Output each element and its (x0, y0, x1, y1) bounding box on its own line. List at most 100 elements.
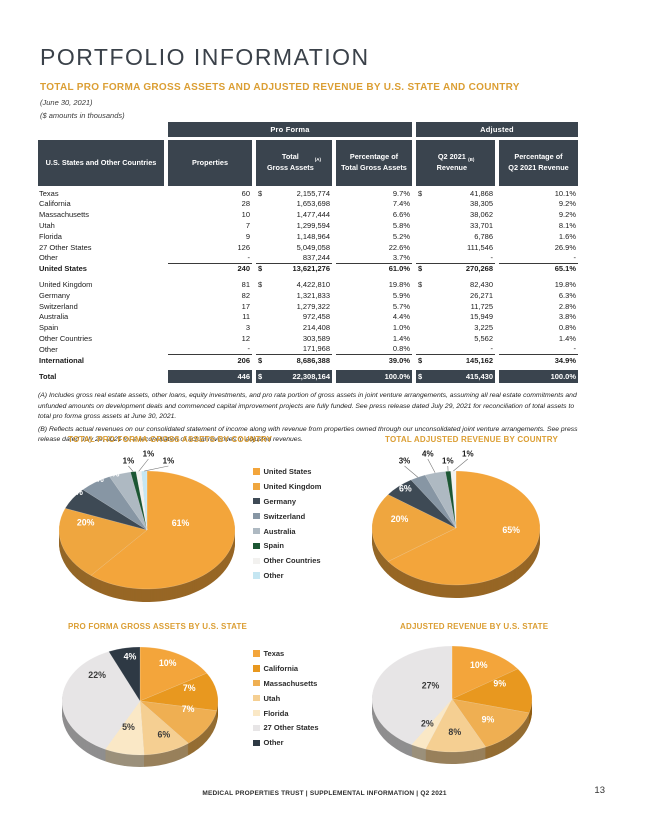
gross-assets-pct: 1.0% (392, 323, 410, 333)
pie-slice-florida (104, 700, 145, 756)
row-label: Other Countries (39, 334, 92, 343)
pie-label-leader-line (453, 458, 468, 472)
chart-title-gross-assets-by-state: PRO FORMA GROSS ASSETS BY U.S. STATE (68, 622, 248, 631)
revenue-pct: 10.1% (554, 188, 576, 198)
gross-assets-pct: 39.0% (388, 355, 410, 365)
pie-slice-utah (425, 698, 487, 753)
pie-label-florida: 5% (122, 722, 135, 732)
legend-label: United States (263, 466, 312, 476)
properties-value: 82 (241, 290, 250, 300)
revenue-value: - (416, 253, 495, 264)
pie-label-27-other-states: 27% (422, 680, 440, 690)
pie-label-utah: 6% (157, 729, 170, 739)
column-header-q2-2021-revenue: Q2 2021 Revenue (B) (416, 140, 495, 186)
legend-label: Texas (263, 648, 285, 658)
legend-label: Utah (263, 693, 281, 703)
gross-assets-value: $4,422,810 (258, 280, 330, 290)
pie-slice-united-kingdom (371, 494, 457, 562)
group-header-adjusted: Adjusted (416, 122, 578, 137)
properties-value: 126 (237, 242, 250, 252)
revenue-value: 3,225 (474, 323, 493, 333)
row-label: Switzerland (39, 301, 78, 311)
table-row-united-kingdom: United Kingdom 81 $4,422,810 19.8% $82,430 19… (38, 279, 578, 290)
legend-label: 27 Other States (263, 723, 319, 733)
row-label: Australia (39, 312, 69, 322)
revenue-pct: - (499, 253, 578, 264)
pie-chart-adjusted-revenue-by-state: 10% 9% 9% 8% 2% 27% (371, 645, 533, 764)
properties-value: 10 (241, 210, 250, 220)
pie-slice-27-other-states (61, 651, 141, 750)
gross-assets-pct: 7.4% (392, 199, 410, 209)
gross-assets-pct: 5.9% (392, 290, 410, 300)
properties-value: 9 (245, 231, 250, 241)
pie-label-germany: 6% (70, 487, 83, 497)
gross-assets-value: 1,477,444 (296, 210, 330, 220)
pie-label-utah: 8% (448, 727, 461, 737)
gross-assets-pct: 3.7% (336, 253, 412, 264)
pie-label-australia: 4% (422, 450, 434, 459)
page-title: PORTFOLIO INFORMATION (40, 44, 370, 70)
table-row-27-other-states: 27 Other States 126 5,049,058 22.6% 111,546 2… (38, 242, 578, 253)
pie-label-spain: 1% (442, 457, 454, 466)
gross-assets-value: 972,458 (302, 312, 330, 322)
revenue-value: - (416, 344, 495, 355)
revenue-value: 6,786 (474, 231, 493, 241)
legend-item-other-countries: Other Countries (253, 553, 321, 568)
pie-slice-spain (130, 471, 148, 531)
revenue-value: 5,562 (474, 334, 493, 343)
chart-title-gross-assets-by-country: TOTAL PRO FORMA GROSS ASSETS BY COUNTRY (68, 435, 273, 444)
pie-slice-massachusetts (451, 698, 530, 748)
revenue-pct: 1.6% (558, 231, 576, 241)
legend-label: United Kingdom (263, 481, 322, 491)
revenue-value: $270,268 (418, 264, 493, 274)
properties-value: - (168, 344, 252, 355)
gross-assets-value: 837,244 (256, 253, 332, 264)
pie-label-other-countries: 1% (143, 450, 155, 459)
gross-assets-pct: 5.8% (392, 221, 410, 231)
legend-swatch-icon (253, 694, 260, 702)
revenue-value: $41,868 (418, 188, 493, 198)
pie-label-switzerland: 6% (91, 474, 104, 484)
pie-label-australia: 4% (107, 469, 120, 479)
gross-assets-value: 214,408 (302, 323, 330, 333)
page-number: 13 (594, 785, 605, 796)
pie-label-united-states: 65% (502, 525, 520, 535)
date-note: (June 30, 2021) (40, 98, 93, 107)
pie-slice-texas (139, 646, 208, 702)
properties-value: - (168, 253, 252, 264)
revenue-value: 38,062 (470, 210, 493, 220)
legend-swatch-icon (253, 468, 260, 475)
gross-assets-pct: 5.7% (392, 301, 410, 311)
legend-swatch-icon (253, 527, 260, 535)
pie-label-texas: 10% (470, 660, 488, 670)
gross-assets-pct: 100.0% (336, 369, 412, 383)
revenue-value: 15,949 (470, 312, 493, 322)
legend-item-australia: Australia (253, 524, 321, 539)
pie-label-california: 9% (493, 679, 506, 689)
gross-assets-value: $22,308,164 (256, 369, 332, 383)
chart-title-adjusted-revenue-by-state: ADJUSTED REVENUE BY U.S. STATE (400, 622, 549, 631)
gross-assets-value: 1,653,698 (296, 199, 330, 209)
gross-assets-value: 1,299,594 (296, 221, 330, 231)
revenue-value: 33,701 (470, 221, 493, 231)
revenue-pct: 34.9% (554, 355, 576, 365)
legend-item-27-other-states: 27 Other States (253, 720, 319, 735)
pie-label-leader-line (128, 465, 134, 472)
revenue-pct: 2.8% (558, 301, 576, 311)
pie-slice-united-states (90, 470, 236, 590)
pie-label-other: 1% (163, 457, 175, 466)
row-label: Other (39, 344, 58, 354)
properties-value: 60 (241, 188, 250, 198)
properties-value: 12 (241, 334, 250, 343)
gross-assets-pct: 6.6% (392, 210, 410, 220)
gross-assets-pct: 19.8% (388, 280, 410, 290)
table-row-utah: Utah 7 1,299,594 5.8% 33,701 8.1% (38, 220, 578, 231)
pie-label-other: 4% (124, 651, 137, 661)
pie-slice-united-states (387, 470, 541, 586)
legend-swatch-icon (253, 709, 260, 717)
pie-label-texas: 10% (159, 658, 177, 668)
table-row-united-states: United States 240 $13,621,276 61.0% $270,268… (38, 264, 578, 275)
legend-label: Florida (263, 708, 289, 718)
row-label: International (39, 355, 85, 365)
pie-slice-california (139, 672, 219, 711)
